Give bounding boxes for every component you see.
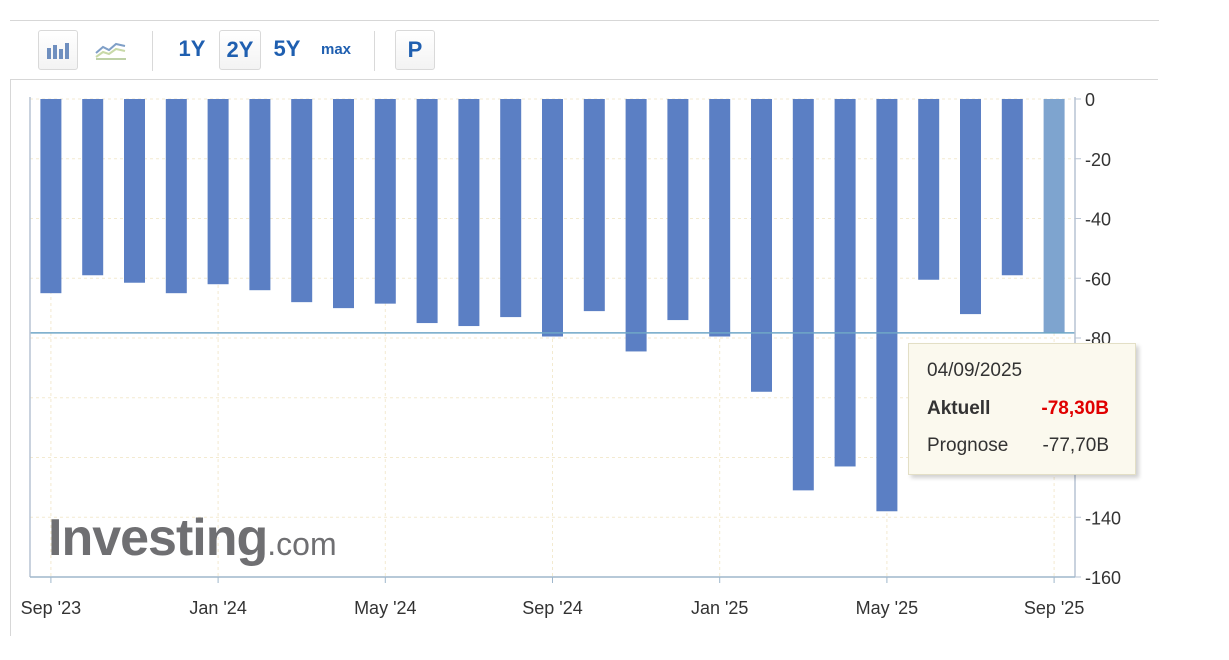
range-1y-button[interactable]: 1Y: [172, 30, 212, 68]
range-max-button[interactable]: max: [314, 30, 358, 68]
x-axis-ticks: Sep '23 Jan '24 May '24 Sep '24 Jan '25 May '…: [21, 577, 1085, 618]
bar: [876, 99, 898, 512]
bar: [709, 99, 731, 337]
chart-panel: [10, 20, 1159, 636]
bar-chart-icon: [47, 43, 69, 59]
x-tick-label: Jan '25: [691, 598, 748, 618]
y-tick-label: -140: [1085, 508, 1121, 528]
bar: [960, 99, 981, 315]
x-tick-label: Jan '24: [189, 598, 246, 618]
bar: [834, 99, 856, 467]
line-chart-button[interactable]: [90, 30, 132, 68]
investing-logo: Investing.com: [48, 508, 337, 568]
bar-series: [40, 99, 1065, 512]
bar: [291, 99, 313, 303]
x-tick-label: Sep '25: [1024, 598, 1085, 618]
p-button-label: P: [407, 37, 423, 62]
bar: [458, 99, 480, 327]
bar: [667, 99, 689, 321]
bar: [249, 99, 271, 291]
bar: [542, 99, 563, 337]
bar: [751, 99, 772, 392]
bar: [792, 99, 814, 491]
y-tick-label: -40: [1085, 210, 1111, 230]
range-5y-label: 5Y: [273, 36, 301, 61]
bar: [374, 99, 396, 304]
range-1y-label: 1Y: [178, 36, 206, 61]
range-max-label: max: [320, 40, 352, 58]
x-tick-label: Sep '23: [21, 598, 82, 618]
bar-chart-button[interactable]: [38, 30, 78, 70]
bar: [333, 99, 354, 309]
bar: [1043, 99, 1065, 333]
range-2y-label: 2Y: [226, 37, 254, 62]
line-chart-icon: [95, 42, 126, 60]
tooltip-forecast-label: Prognose: [927, 435, 1009, 456]
range-2y-button[interactable]: 2Y: [219, 30, 261, 70]
logo-suffix-text: .com: [267, 526, 337, 562]
bar: [165, 99, 187, 294]
y-tick-label: -60: [1085, 269, 1111, 289]
bar: [82, 99, 104, 276]
bar: [500, 99, 522, 318]
data-tooltip: 04/09/2025 Aktuell -78,30B Prognose -77,…: [908, 343, 1136, 475]
chart-toolbar: 1Y 2Y 5Y max P: [10, 21, 1158, 80]
bar: [625, 99, 647, 352]
tooltip-actual-value: -78,30B: [1041, 398, 1109, 419]
toolbar-separator: [374, 31, 375, 71]
p-button[interactable]: P: [395, 30, 435, 70]
bar: [1001, 99, 1023, 276]
logo-main-text: Investing: [48, 509, 268, 567]
tooltip-forecast-value: -77,70B: [1042, 435, 1109, 456]
x-tick-label: May '25: [856, 598, 918, 618]
bar: [416, 99, 438, 324]
bar: [918, 99, 940, 280]
bar: [583, 99, 605, 312]
x-tick-label: May '24: [354, 598, 416, 618]
y-tick-label: -160: [1085, 568, 1121, 588]
y-tick-label: 0: [1085, 90, 1095, 110]
bar: [40, 99, 62, 294]
bar: [207, 99, 229, 285]
range-5y-button[interactable]: 5Y: [267, 30, 307, 68]
tooltip-date: 04/09/2025: [927, 360, 1023, 381]
bar: [124, 99, 145, 283]
y-tick-label: -20: [1085, 150, 1111, 170]
toolbar-separator: [152, 31, 153, 71]
tooltip-actual-label: Aktuell: [927, 398, 991, 419]
x-tick-label: Sep '24: [522, 598, 583, 618]
y-axis-ticks: 0-20-40-60-80-140-160: [1075, 90, 1121, 588]
